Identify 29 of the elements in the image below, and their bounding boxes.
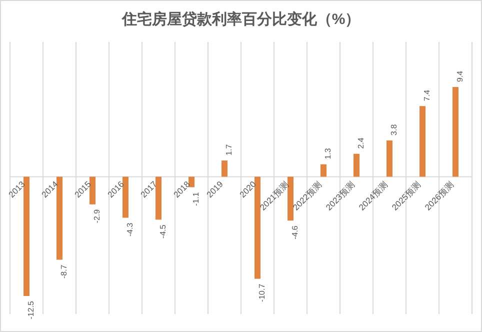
bar — [122, 176, 128, 218]
data-label: -4.5 — [158, 224, 168, 238]
bar — [156, 176, 162, 220]
bar — [386, 140, 392, 177]
bar — [222, 160, 228, 177]
data-label: -1.1 — [192, 192, 200, 206]
data-label: 1.7 — [224, 144, 234, 156]
data-label: -4.6 — [290, 225, 300, 240]
bar — [320, 164, 326, 177]
data-label: -12.5 — [26, 300, 36, 320]
chart-title: 住宅房屋贷款利率百分比变化（%） — [120, 10, 360, 28]
bar — [56, 176, 62, 260]
bar — [452, 87, 458, 177]
bar — [420, 106, 426, 177]
bar — [288, 176, 294, 221]
data-label: -10.7 — [258, 283, 266, 302]
bar — [90, 176, 96, 204]
data-label: 3.8 — [390, 124, 398, 136]
bar — [354, 154, 360, 177]
data-label: -2.9 — [92, 208, 102, 224]
data-label: 2.4 — [356, 137, 366, 149]
data-label: 7.4 — [422, 89, 432, 102]
bar — [24, 176, 30, 296]
data-label: 9.4 — [456, 70, 464, 82]
bar — [188, 176, 194, 188]
data-label: 1.3 — [324, 148, 332, 160]
data-label: -8.7 — [60, 264, 68, 279]
data-label: -4.3 — [126, 222, 134, 237]
bar — [254, 176, 260, 279]
